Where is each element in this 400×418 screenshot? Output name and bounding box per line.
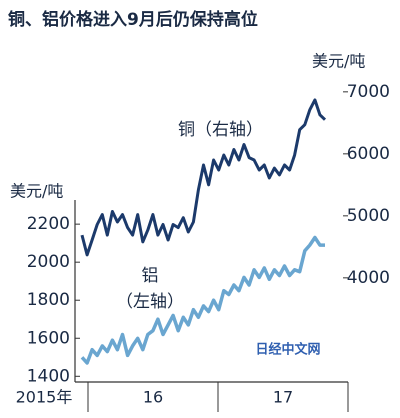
y-axis-label: 美元/吨 xyxy=(10,182,63,201)
y2-tick-label: 7000 xyxy=(347,82,390,102)
y-tick-label: 1600 xyxy=(27,328,70,348)
y2-tick-label: 6000 xyxy=(347,144,390,164)
x-label: 2015年 xyxy=(16,388,73,407)
y-tick-label: 2200 xyxy=(27,214,70,234)
watermark: 日经中文网 xyxy=(255,342,320,358)
x-label: 16 xyxy=(143,388,163,407)
chart-title: 铜、铝价格进入9月后仍保持高位 xyxy=(8,9,258,30)
series-line xyxy=(80,235,325,365)
series-line xyxy=(80,98,327,257)
series-label: 铝 xyxy=(142,266,159,286)
y2-tick-label: 5000 xyxy=(347,206,390,226)
y-tick-label: 1400 xyxy=(27,366,70,386)
annotation: （左轴） xyxy=(116,292,184,312)
y-tick-label: 2000 xyxy=(27,252,70,272)
x-label: 17 xyxy=(273,388,293,407)
y2-axis-label: 美元/吨 xyxy=(312,52,365,71)
y2-tick-label: 4000 xyxy=(347,268,390,288)
series-label: 铜（右轴） xyxy=(178,120,263,140)
y-tick-label: 1800 xyxy=(27,290,70,310)
